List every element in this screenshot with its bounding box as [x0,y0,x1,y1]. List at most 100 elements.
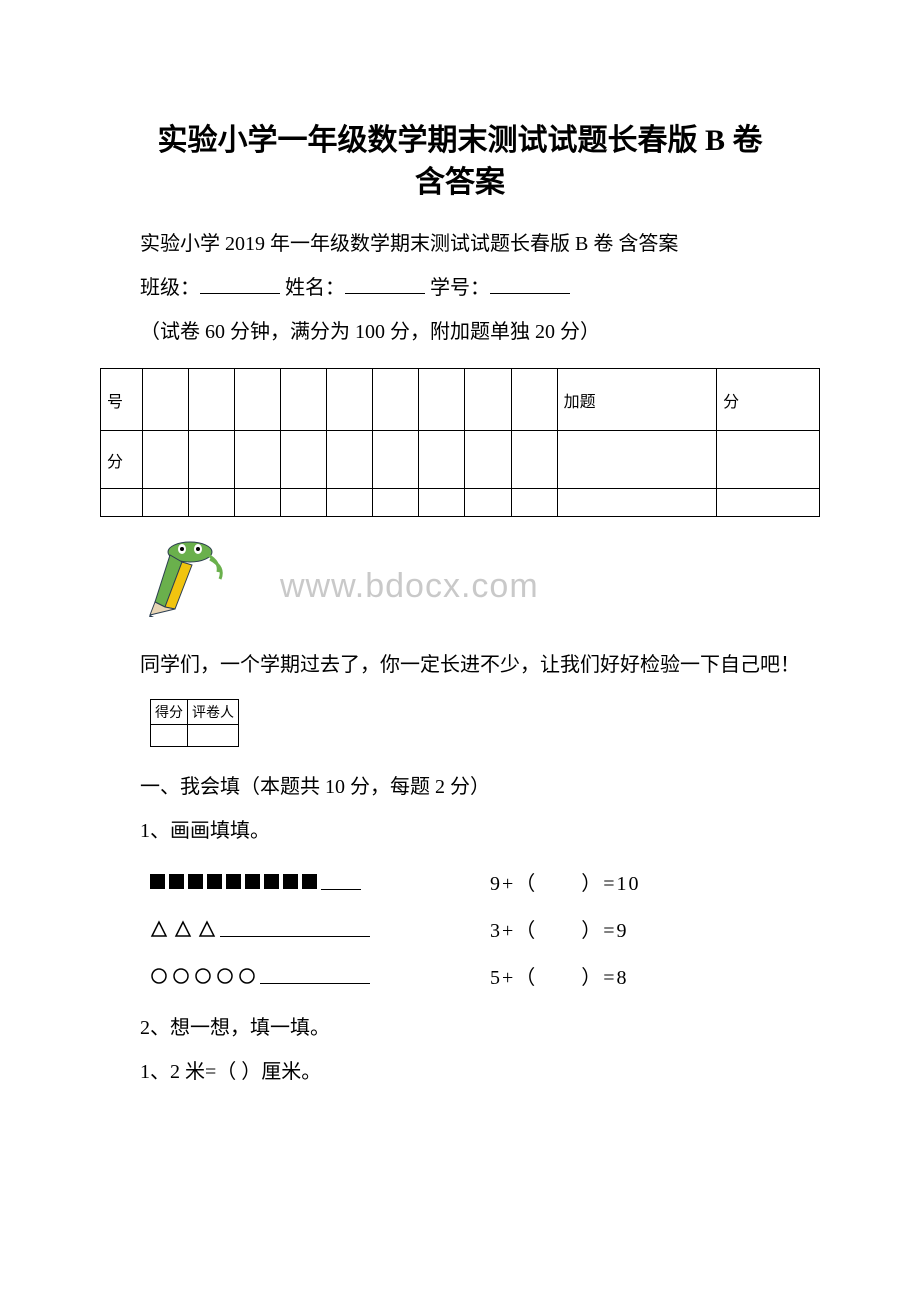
title-line-1: 实验小学一年级数学期末测试试题长春版 B 卷 [157,124,762,157]
triangles-group [150,920,216,938]
cell [373,489,419,517]
cell-hao: 号 [101,369,143,431]
shape-row-3: 5+（ ）=8 [150,961,820,990]
square-shape [150,874,165,889]
square-shape [302,874,317,889]
cell [465,489,511,517]
table-row [151,725,239,747]
cell [557,431,717,489]
watermark-text: www.bdocx.com [280,567,539,606]
exam-note: （试卷 60 分钟，满分为 100 分，附加题单独 20 分） [100,312,820,352]
student-info-line: 班级： 姓名： 学号： [100,268,820,308]
class-blank [200,274,280,294]
id-blank [490,274,570,294]
section-1-title: 一、我会填（本题共 10 分，每题 2 分） [100,767,820,807]
cell [281,431,327,489]
equation-3: 5+（ ）=8 [490,961,629,990]
circle-shape [194,967,212,985]
square-shape [188,874,203,889]
cell [143,489,189,517]
pencil-icon [140,537,250,617]
subtitle-text: 实验小学 2019 年一年级数学期末测试试题长春版 B 卷 含答案 [100,224,820,264]
cell-defen: 得分 [151,700,188,725]
underline-3 [260,968,370,984]
title-line-2: 含答案 [415,166,505,199]
cell [465,431,511,489]
equation-2: 3+（ ）=9 [490,914,629,943]
cell [235,489,281,517]
triangle-shape [174,920,192,938]
shape-row-2: 3+（ ）=9 [150,914,820,943]
underline-2 [220,921,370,937]
cell [717,431,820,489]
cell [143,431,189,489]
cell [373,431,419,489]
square-shape [245,874,260,889]
cell [281,369,327,431]
cell [235,369,281,431]
circle-shape [172,967,190,985]
cell [151,725,188,747]
square-shape [169,874,184,889]
cell [101,489,143,517]
question-2-sub: 1、2 米=（ ）厘米。 [100,1052,820,1092]
squares-group [150,874,317,889]
square-shape [207,874,222,889]
table-row: 号 加题 分 [101,369,820,431]
question-1: 1、画画填填。 [100,811,820,851]
id-label: 学号： [430,277,490,299]
class-label: 班级： [140,277,200,299]
cell-pingjuanren: 评卷人 [188,700,239,725]
cell [188,725,239,747]
question-2: 2、想一想，填一填。 [100,1008,820,1048]
cell [189,489,235,517]
intro-text: 同学们，一个学期过去了，你一定长进不少，让我们好好检验一下自己吧！ [100,647,820,683]
cell [557,489,717,517]
cell [281,489,327,517]
circle-shape [216,967,234,985]
square-shape [226,874,241,889]
cell [511,489,557,517]
cell [419,369,465,431]
cell [511,369,557,431]
cell-fen: 分 [717,369,820,431]
grader-table: 得分 评卷人 [150,699,239,747]
shape-left-1 [150,874,490,890]
table-row [101,489,820,517]
circle-shape [238,967,256,985]
name-label: 姓名： [285,277,345,299]
cell [373,369,419,431]
triangle-shape [150,920,168,938]
shape-row-1: 9+（ ）=10 [150,867,820,896]
cell [235,431,281,489]
cell [189,431,235,489]
cell [143,369,189,431]
shapes-exercise: 9+（ ）=10 3+（ ）=9 5+（ ）=8 [150,867,820,990]
cell-fen2: 分 [101,431,143,489]
pencil-decoration-area: www.bdocx.com [140,537,820,627]
circles-group [150,967,256,985]
cell [419,431,465,489]
cell [327,369,373,431]
cell [419,489,465,517]
cell [511,431,557,489]
cell [717,489,820,517]
circle-shape [150,967,168,985]
square-shape [264,874,279,889]
document-title: 实验小学一年级数学期末测试试题长春版 B 卷 含答案 [100,120,820,204]
cell [327,431,373,489]
cell [465,369,511,431]
score-table: 号 加题 分 分 [100,368,820,517]
underline-1 [321,874,361,890]
triangle-shape [198,920,216,938]
table-row: 分 [101,431,820,489]
square-shape [283,874,298,889]
name-blank [345,274,425,294]
cell-jiati: 加题 [557,369,717,431]
shape-left-3 [150,967,490,985]
cell [327,489,373,517]
table-row: 得分 评卷人 [151,700,239,725]
cell [189,369,235,431]
shape-left-2 [150,920,490,938]
equation-1: 9+（ ）=10 [490,867,641,896]
